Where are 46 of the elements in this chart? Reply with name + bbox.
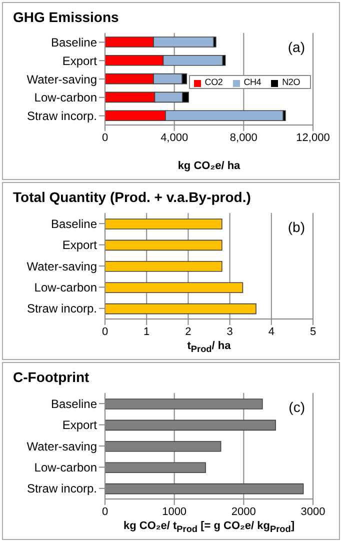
legend-label: CO2 bbox=[204, 77, 223, 88]
y-tick-label: Straw incorp. bbox=[26, 482, 97, 496]
x-tick-label: 8,000 bbox=[230, 132, 258, 144]
annotation: (b) bbox=[288, 219, 305, 235]
y-tick-label: Straw incorp. bbox=[26, 302, 97, 316]
x-tick-label: 0 bbox=[102, 326, 108, 338]
x-tick-label: 2 bbox=[185, 326, 192, 338]
y-tick-label: Export bbox=[62, 238, 98, 252]
y-tick-label: Water-saving bbox=[26, 259, 97, 274]
y-tick-label: Low-carbon bbox=[34, 280, 97, 294]
chart-title: Total Quantity (Prod. + v.a.By-prod.) bbox=[13, 189, 251, 205]
x-tick-label: 3000 bbox=[300, 506, 326, 518]
bar bbox=[105, 282, 244, 293]
x-tick-label: 1 bbox=[144, 326, 150, 338]
legend-label: CH4 bbox=[244, 77, 262, 88]
x-tick-label: 1000 bbox=[162, 506, 187, 518]
bar bbox=[105, 240, 222, 251]
y-tick-label: Straw incorp. bbox=[26, 109, 97, 124]
x-tick-label: 0 bbox=[102, 132, 108, 144]
x-tick-label: 0 bbox=[102, 506, 108, 518]
bar bbox=[105, 218, 222, 230]
y-tick-label: Baseline bbox=[50, 396, 98, 411]
legend-label: N2O bbox=[282, 77, 300, 88]
y-tick-label: Export bbox=[62, 418, 98, 432]
x-tick-label: 5 bbox=[310, 326, 316, 338]
y-tick-label: Water-saving bbox=[26, 72, 97, 86]
bar bbox=[105, 261, 222, 272]
x-tick-label: 4 bbox=[268, 326, 274, 338]
annotation: (a) bbox=[288, 39, 305, 55]
bar bbox=[105, 303, 256, 314]
x-tick-label: 3 bbox=[226, 326, 233, 338]
y-tick-label: Water-saving bbox=[26, 439, 97, 454]
chart-title: GHG Emissions bbox=[13, 9, 119, 25]
y-tick-label: Low-carbon bbox=[34, 460, 97, 474]
annotation: (c) bbox=[288, 399, 305, 415]
y-tick-label: Baseline bbox=[50, 35, 98, 50]
x-tick-label: 12,000 bbox=[296, 132, 330, 144]
y-tick-label: Low-carbon bbox=[34, 90, 97, 105]
chart-title: C-Footprint bbox=[13, 369, 90, 385]
x-axis-title: t$_{Prod}$/ ha bbox=[186, 340, 232, 354]
x-tick-label: 2000 bbox=[231, 506, 256, 518]
x-tick-label: 4,000 bbox=[160, 132, 188, 144]
y-tick-label: Baseline bbox=[50, 216, 98, 231]
x-axis-title: kg CO₂e/ t$_{Prod}$ [= g CO₂e/ kg$_{Prod}$] bbox=[122, 520, 296, 534]
y-tick-label: Export bbox=[62, 54, 98, 68]
x-axis-title: kg CO₂e/ ha bbox=[176, 160, 242, 172]
